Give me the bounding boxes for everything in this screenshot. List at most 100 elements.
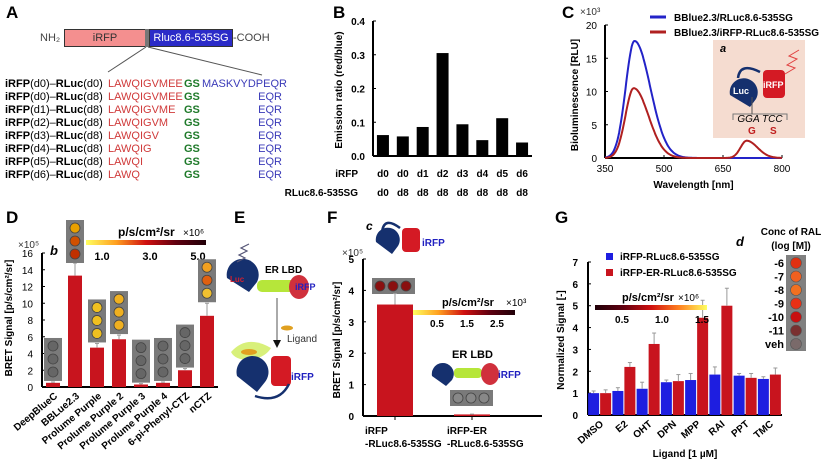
well [91,315,103,326]
x-category-label: DPN [656,419,679,441]
well [387,280,399,292]
well [157,340,169,352]
irfp-seq: LAWQI [108,156,144,168]
x-category-label-2: -RLuc8.6-535SG [365,439,442,450]
ligand-icon [281,325,293,331]
well [790,270,802,283]
irfp-category-label: d1 [417,169,429,180]
rluc-seq: EQR [258,156,282,168]
rluc-domain-label: Rluc8.6-535SG [153,32,229,44]
irfp-seq: LAWQIGVME [108,104,176,116]
colorbar-d [86,240,206,245]
y-tick-label: 0.4 [351,17,365,28]
colorbar-tick: 3.0 [142,251,157,263]
rluc-category-label: d8 [476,188,488,199]
y-tick-label: 0.0 [351,152,365,163]
legend-swatch [606,269,613,276]
y-scale-label: ×10³ [580,7,601,18]
colorbar-tick: 1.5 [695,315,709,326]
y-tick-label: 1 [348,381,354,392]
er-sensor-diagram: Luc ER LBD iRFP Ligand iRFP [226,243,317,400]
y-tick-label: 15 [586,54,598,65]
panel-label-a: A [6,3,19,22]
linker-seq: GS [184,130,200,142]
well-image [154,337,172,381]
well-image [132,339,150,383]
y-tick-label: 1 [572,389,578,400]
rluc-seq: EQR [258,91,282,103]
colorbar-scale: ×10³ [506,298,527,309]
bar [624,366,636,415]
colorbar-tick: 0.5 [615,315,629,326]
well [113,306,125,318]
colorbar-tick: 2.5 [490,319,504,330]
colorbar-tick: 1.0 [94,251,109,263]
y-tick-label: 0 [572,411,578,422]
bar [200,315,214,387]
linker-seq: GS [184,143,200,155]
inset-title: Conc of RAL [761,227,822,238]
well [157,366,169,378]
svg-text:Luc: Luc [230,275,245,284]
bar [660,382,672,415]
irfp-label: iRFP [422,238,445,249]
well [47,340,59,352]
rluc-category-label: d0 [377,188,389,199]
bar [156,382,170,387]
y-axis-label: BRET Signal [p/s/cm²/sr] [332,282,343,399]
y-tick-label: 0 [348,412,354,423]
conc-label: -10 [768,312,784,324]
colorbar-tick: 0.5 [430,319,444,330]
bar [376,135,389,156]
rluc-domain: Rluc8.6-535SG [149,29,233,47]
well [135,342,147,354]
zoom-lines [107,46,263,76]
well-image [110,291,128,335]
energy-transfer-arrow [254,383,291,400]
well [790,311,802,323]
bar [672,381,684,415]
y-tick-label: 5 [348,255,354,266]
bar [377,304,413,416]
construct-name: iRFP(d6)–RLuc(d8) [5,169,103,181]
y-axis-label: BRET Signal [p/s/cm²/sr] [4,260,15,377]
x-category-label: E2 [614,419,631,436]
construct-name: iRFP(d4)–RLuc(d8) [5,143,103,155]
well [69,235,81,247]
construct-name: iRFP(d1)–RLuc(d8) [5,104,103,116]
panel-label-d: D [6,208,19,227]
irfp-seq: LAWQIGVM [108,117,169,129]
well-image-2 [450,390,493,406]
conc-label: -7 [774,272,784,284]
bar [496,118,509,156]
rluc-category-label: d8 [397,188,409,199]
colorbar-scale: ×10⁶ [183,228,204,239]
irfp-icon [402,228,420,252]
rluc-seq: EQR [258,169,282,181]
well [113,319,125,331]
well [91,302,103,313]
well [790,338,802,350]
y-tick-label: 4 [27,350,33,361]
conc-label: -9 [774,299,784,311]
linker-seq: GS [184,104,200,116]
well [47,366,59,378]
construct-name: iRFP(d0)–RLuc(d0) [5,78,103,90]
irfp-category-label: d0 [377,169,389,180]
linker-seq: GS [184,78,200,90]
bar [68,275,82,387]
irfp-icon [763,70,785,98]
well [465,392,477,404]
colorbar-g [595,305,707,310]
linker-block [145,29,149,47]
linker-seq: GS [184,169,200,181]
colorbar-unit: p/s/cm²/sr [118,225,175,239]
well-image [198,259,216,303]
irfp-bottom-icon [271,356,291,386]
x-tick-label: 500 [656,164,673,175]
bar [134,384,148,387]
construct-diagram: NH₂ iRFP Rluc8.6-535SG -COOH iRFP(d0)–RL… [0,0,287,200]
y-tick-label: 0.3 [351,51,365,62]
